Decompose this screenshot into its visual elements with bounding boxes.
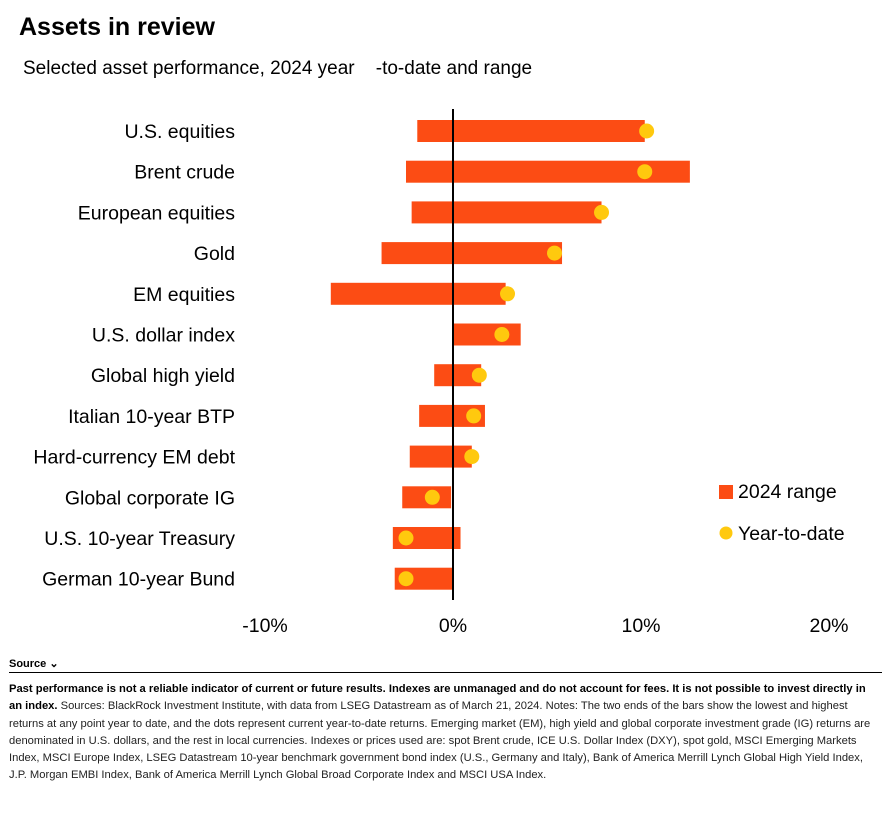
legend: 2024 range Year-to-date [719,481,845,545]
legend-range-label: 2024 range [738,481,837,503]
category-labels: U.S. equities Brent crude European equitie… [33,121,235,591]
range-dot-chart: U.S. equities Brent crude European equitie… [33,109,849,637]
ytd-dot [547,245,563,261]
range-bar [330,282,506,305]
category-label: EM equities [133,284,235,306]
range-bar [381,242,563,265]
ytd-dots [398,123,655,587]
x-tick-label: -10% [242,615,288,637]
category-label: German 10-year Bund [42,569,235,591]
range-bar [417,120,645,142]
ytd-dot [471,367,487,383]
source-toggle-button[interactable]: Source ⌄ [9,658,59,670]
ytd-dot [594,204,610,220]
category-label: U.S. dollar index [92,325,235,347]
ytd-dot [466,408,482,424]
category-label: Gold [194,243,235,265]
category-label: Hard-currency EM debt [33,447,235,469]
range-bars [330,120,690,590]
range-bar [406,160,690,183]
category-label: Italian 10-year BTP [68,406,235,428]
category-label: U.S. 10-year Treasury [44,528,235,550]
category-label: Global high yield [91,365,235,387]
x-tick-label: 0% [439,615,467,637]
ytd-dot [398,530,414,546]
sources-text: Sources: BlackRock Investment Institute,… [9,700,871,782]
divider [9,672,882,673]
ytd-dot [639,123,655,139]
legend-range-swatch [719,485,733,499]
ytd-dot [637,164,653,180]
x-tick-label: 10% [621,615,660,637]
ytd-dot [494,327,510,342]
source-notes: Past performance is not a reliable indic… [9,681,875,785]
ytd-dot [424,489,440,505]
category-label: European equities [78,202,235,224]
range-bar [434,364,482,387]
disclaimer-text: Past performance is not a reliable indic… [9,683,866,713]
range-bar [409,445,472,468]
x-tick-labels: -10% 0% 10% 20% [242,615,848,637]
chart-subtitle: Selected asset performance, 2024 year -t… [23,58,533,79]
range-bar [453,323,521,346]
chart-title: Assets in review [19,13,215,41]
ytd-dot [398,571,414,587]
legend-ytd-swatch [719,526,733,540]
category-label: Global corporate IG [65,487,235,509]
x-tick-label: 20% [809,615,848,637]
category-label: U.S. equities [124,121,235,143]
category-label: Brent crude [134,162,235,184]
ytd-dot [500,286,516,302]
range-bar [411,201,602,224]
ytd-dot [464,449,480,465]
legend-ytd-label: Year-to-date [738,523,845,545]
